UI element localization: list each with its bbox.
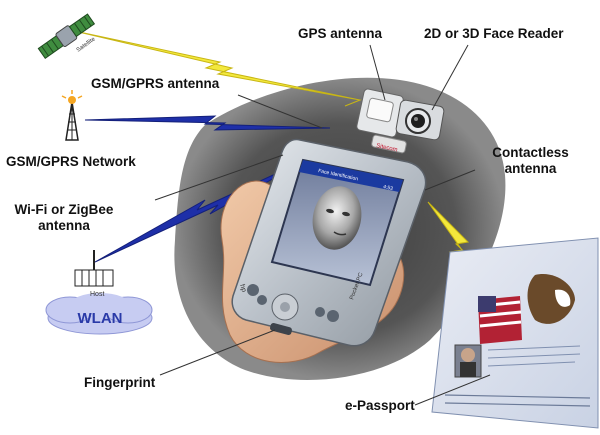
satellite-icon	[37, 13, 96, 59]
device-brand: hp	[238, 283, 247, 293]
leader-gps	[369, 44, 386, 101]
leader-contactless	[424, 169, 476, 191]
app-button-3	[315, 307, 325, 317]
leader-wifi	[154, 154, 284, 201]
label-gps-antenna: GPS antenna	[298, 26, 383, 41]
app-button-2	[257, 295, 267, 305]
pda-device	[231, 138, 427, 347]
screen-status: 4:53	[383, 184, 394, 192]
host-caption: Host	[90, 291, 104, 298]
gps-wireless-bolt	[69, 29, 362, 107]
gsm-wireless-bolt	[84, 115, 331, 131]
wlan-label: WLAN	[78, 310, 123, 327]
label-wifi-zigbee: Wi-Fi or ZigBee antenna	[4, 202, 124, 234]
label-face-reader: 2D or 3D Face Reader	[424, 26, 564, 41]
leader-epassport	[414, 374, 491, 406]
label-gsm-antenna: GSM/GPRS antenna	[91, 76, 220, 91]
label-contactless-line1: Contactless	[492, 145, 569, 160]
label-fingerprint: Fingerprint	[84, 375, 156, 390]
face-reader-camera	[395, 99, 445, 141]
label-wifi-line1: Wi-Fi or ZigBee	[14, 202, 114, 217]
leader-gsm-antenna	[237, 94, 323, 129]
label-wifi-line2: antenna	[38, 218, 90, 233]
label-epassport: e-Passport	[345, 398, 415, 413]
app-button-4	[327, 310, 339, 322]
satellite-caption: Satellite	[76, 36, 97, 54]
reader-badge-plate	[371, 134, 407, 154]
epassport-image	[431, 237, 599, 429]
leader-face-reader	[431, 44, 469, 111]
wlan-cloud	[45, 293, 153, 335]
host-router-icon	[74, 250, 114, 287]
reader-badge: Sitecom	[376, 143, 398, 153]
label-contactless-antenna: Contactless antenna	[478, 145, 583, 177]
leader-fingerprint	[159, 329, 276, 376]
face-scan-image	[312, 186, 362, 250]
label-gsm-network: GSM/GPRS Network	[6, 154, 136, 169]
cell-tower-icon	[61, 90, 83, 141]
app-button-1	[247, 284, 259, 296]
fingerprint-sensor	[270, 322, 292, 336]
gps-antenna-module	[356, 88, 404, 138]
label-contactless-line2: antenna	[504, 161, 557, 176]
